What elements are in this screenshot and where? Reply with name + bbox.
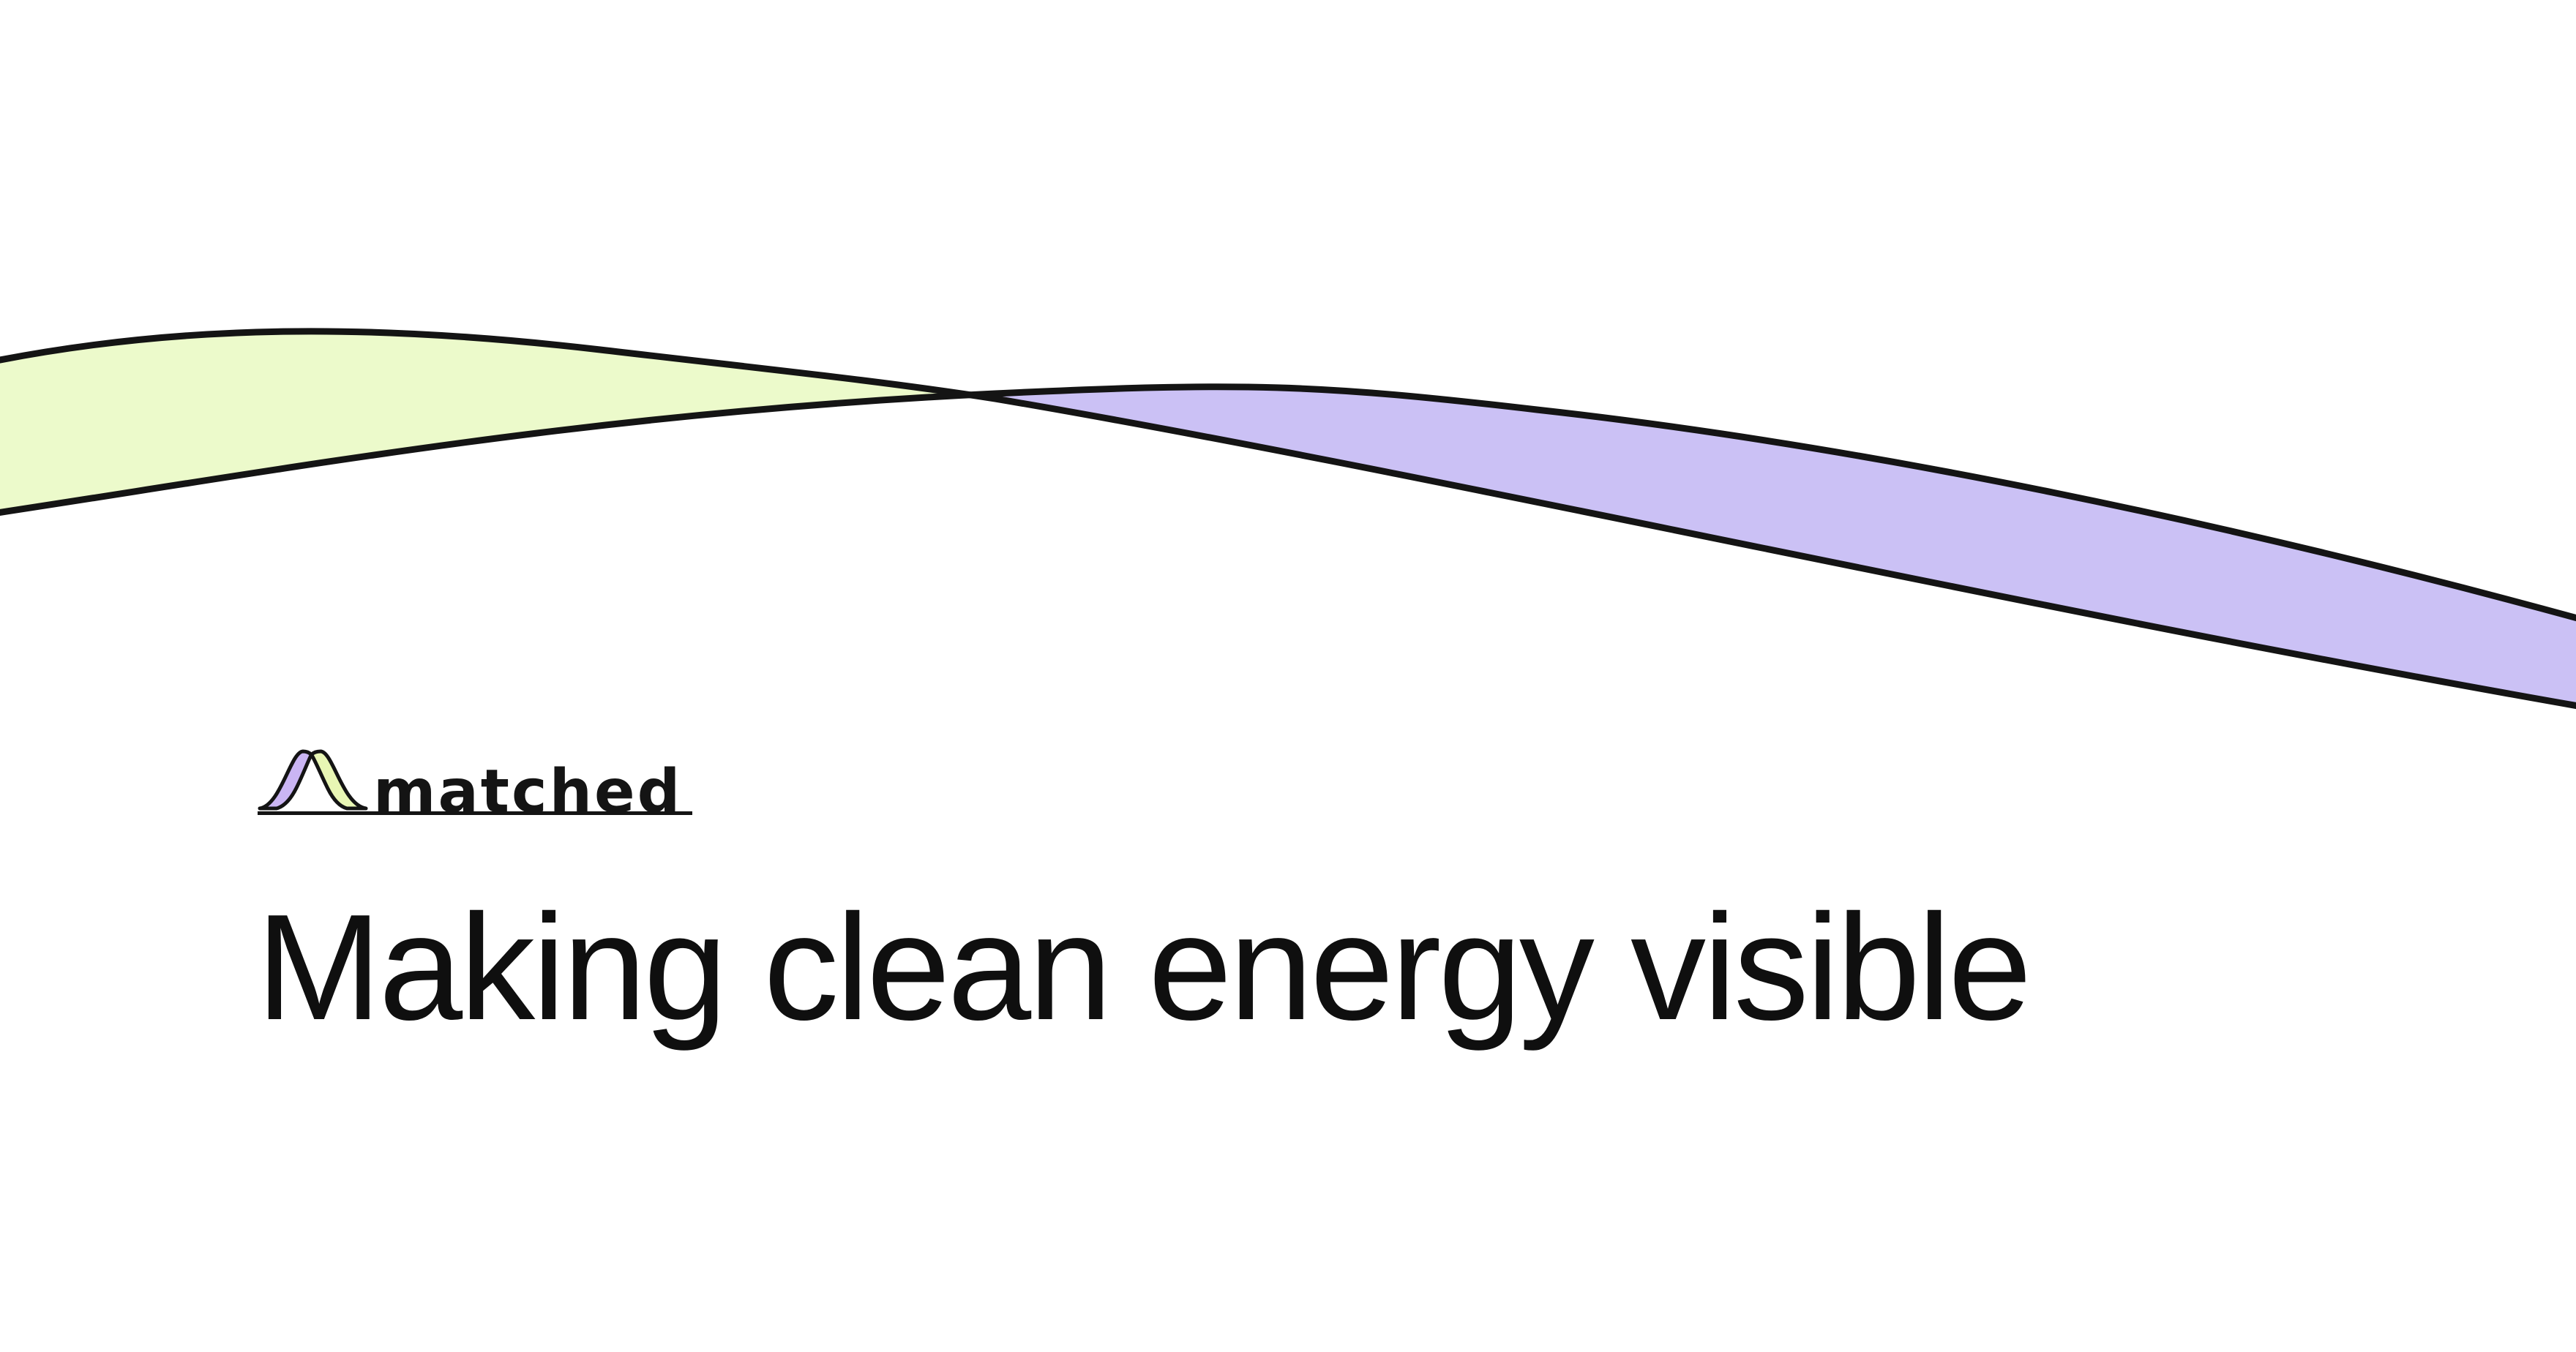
overlapping-bell-curves-icon [258, 749, 368, 811]
logo-wordmark: matched [373, 757, 683, 827]
wave-outline-curve-a [0, 328, 2576, 710]
logo-purple-bell [258, 749, 313, 811]
logo-green-bell [310, 749, 368, 811]
purple-wave-ribbon [995, 386, 2576, 706]
logo: matched [258, 740, 693, 822]
wave-outline-curve-b [0, 383, 2576, 622]
page-title: Making clean energy visible [256, 883, 2032, 1051]
green-wave-ribbon [0, 331, 995, 513]
